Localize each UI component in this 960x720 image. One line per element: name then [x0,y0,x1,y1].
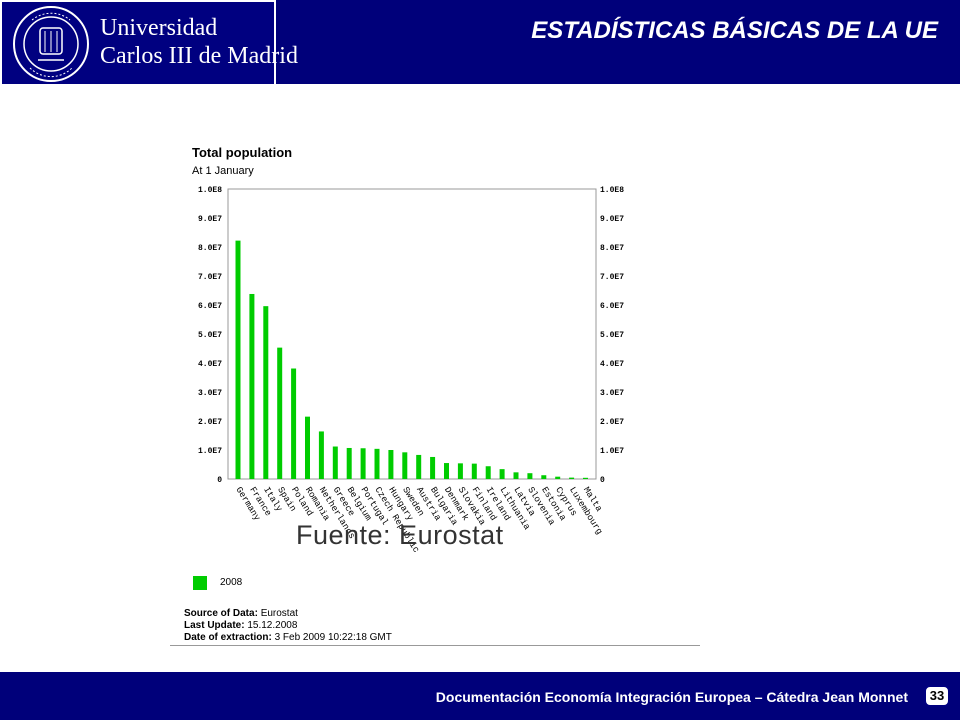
plot-frame [227,188,597,480]
date-of-extraction: Date of extraction: 3 Feb 2009 10:22:18 … [184,632,392,643]
bar-belgium [346,447,352,479]
chart-subtitle: At 1 January [192,165,254,177]
y-tick-label-left: 0 [217,476,222,485]
legend-swatch-2008 [193,576,207,590]
extraction-value: 3 Feb 2009 10:22:18 GMT [274,632,392,643]
y-tick-label-right: 3.0E7 [600,389,624,398]
bar-czech-republic [374,448,380,479]
y-tick-label-right: 0 [600,476,605,485]
y-tick-label-left: 8.0E7 [198,244,222,253]
bar-latvia [513,472,519,479]
bar-slovenia [527,473,533,479]
bar-portugal [360,448,366,479]
y-tick-label-right: 9.0E7 [600,215,624,224]
source-label: Source of Data: [184,608,258,619]
last-update: Last Update: 15.12.2008 [184,620,297,631]
legend-label-2008: 2008 [220,577,243,588]
y-tick-label-right: 6.0E7 [600,302,624,311]
university-logo: Universidad Carlos III de Madrid [0,0,298,84]
source-value: Eurostat [260,608,298,619]
source-overlay: Fuente: Eurostat [296,520,504,550]
y-tick-label-right: 4.0E7 [600,360,624,369]
bar-cyprus [555,476,561,479]
university-line2: Carlos III de Madrid [100,43,298,69]
y-tick-label-left: 2.0E7 [198,418,222,427]
slide-title: ESTADÍSTICAS BÁSICAS DE LA UE [531,17,938,44]
bar-malta [583,477,588,479]
university-line1: Universidad [100,15,218,41]
update-value: 15.12.2008 [247,620,298,631]
bar-italy [263,306,269,479]
bar-denmark [444,463,449,479]
bar-austria [416,454,422,479]
page-number: 33 [924,685,950,707]
y-tick-label-left: 3.0E7 [198,389,222,398]
y-tick-label-left: 1.0E8 [198,186,222,195]
bar-ireland [485,466,491,479]
bar-greece [332,446,338,479]
y-tick-label-right: 1.0E7 [600,447,624,456]
y-tick-label-right: 5.0E7 [600,331,624,340]
y-tick-label-left: 9.0E7 [198,215,222,224]
chart-title: Total population [192,145,293,160]
bar-bulgaria [430,456,436,479]
population-bar-chart: 0 0 1.0E7 1.0E7 2.0E7 2.0E7 3.0E7 3.0E7 4.0E7 4.0… [198,186,624,555]
y-tick-label-left: 4.0E7 [198,360,222,369]
bar-lithuania [499,469,505,479]
bar-finland [471,463,477,479]
y-tick-label-left: 1.0E7 [198,447,222,456]
bar-luxembourg [569,477,575,479]
y-tick-label-right: 2.0E7 [600,418,624,427]
extraction-label: Date of extraction: [184,632,272,643]
y-tick-label-right: 1.0E8 [600,186,624,195]
figure-bottom-rule [170,645,700,646]
slide-footer: Documentación Economía Integración Europ… [0,672,960,720]
y-tick-label-left: 7.0E7 [198,273,222,282]
update-label: Last Update: [184,620,245,631]
bar-hungary [388,450,394,479]
footer-text: Documentación Economía Integración Europ… [435,689,908,705]
source-of-data: Source of Data: Eurostat [184,608,298,619]
bar-france [249,293,255,479]
y-tick-label-left: 6.0E7 [198,302,222,311]
bar-spain [277,347,283,479]
bar-sweden [402,452,408,479]
y-tick-label-left: 5.0E7 [198,331,222,340]
bar-poland [291,368,297,479]
university-seal-icon [13,6,89,82]
slide-header: Universidad Carlos III de Madrid ESTADÍS… [0,0,960,84]
bar-romania [305,416,310,479]
y-tick-label-right: 8.0E7 [600,244,624,253]
bar-slovakia [457,463,463,479]
y-tick-label-right: 7.0E7 [600,273,624,282]
bar-germany [235,240,241,479]
university-name: Universidad Carlos III de Madrid [100,14,298,70]
bar-estonia [541,475,547,479]
bar-netherlands [318,431,324,479]
